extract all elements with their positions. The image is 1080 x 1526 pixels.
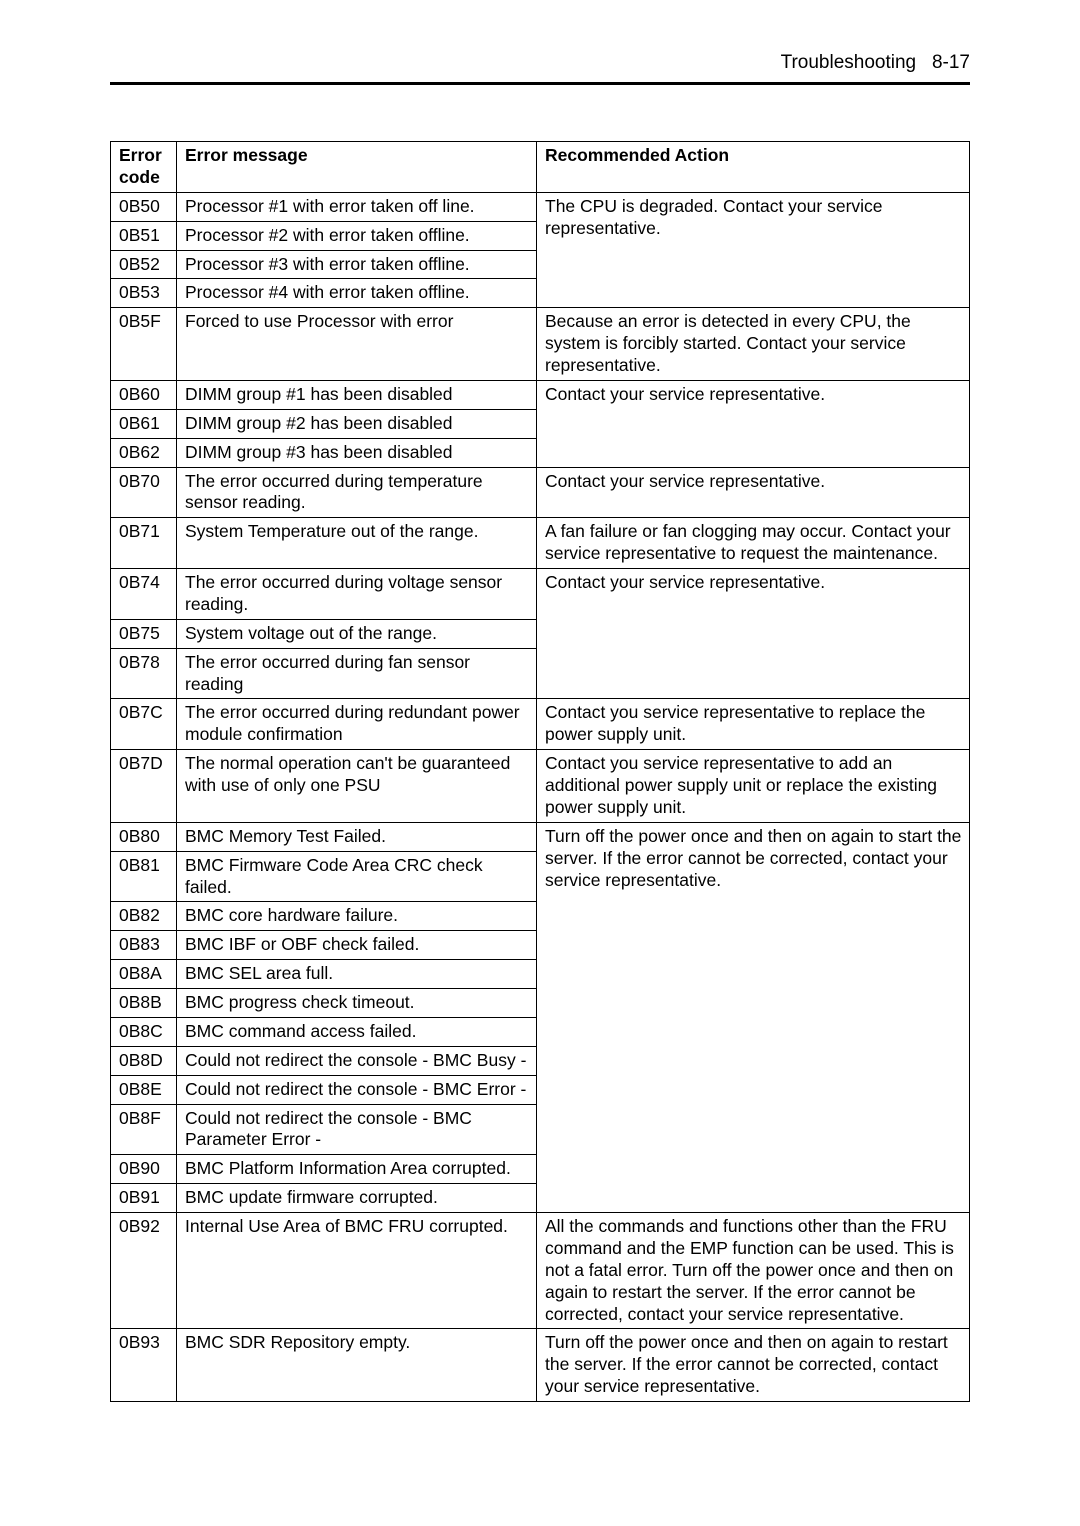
cell-code: 0B5F: [111, 308, 177, 381]
cell-msg: Could not redirect the console - BMC Err…: [177, 1075, 537, 1104]
cell-msg: DIMM group #3 has been disabled: [177, 438, 537, 467]
cell-code: 0B52: [111, 250, 177, 279]
cell-action: Turn off the power once and then on agai…: [537, 822, 970, 1212]
table-row: 0B60 DIMM group #1 has been disabled Con…: [111, 380, 970, 409]
cell-code: 0B78: [111, 648, 177, 699]
cell-msg: Processor #4 with error taken offline.: [177, 279, 537, 308]
cell-msg: BMC progress check timeout.: [177, 989, 537, 1018]
col-error-message: Error message: [177, 142, 537, 193]
cell-msg: Could not redirect the console - BMC Bus…: [177, 1046, 537, 1075]
cell-code: 0B53: [111, 279, 177, 308]
cell-action: Because an error is detected in every CP…: [537, 308, 970, 381]
col-error-code: Error code: [111, 142, 177, 193]
cell-code: 0B74: [111, 569, 177, 620]
header-page-ref: 8-17: [932, 52, 970, 73]
cell-msg: BMC command access failed.: [177, 1017, 537, 1046]
cell-code: 0B91: [111, 1184, 177, 1213]
cell-action: Contact you service representative to re…: [537, 699, 970, 750]
table-row: 0B74 The error occurred during voltage s…: [111, 569, 970, 620]
cell-action: Contact your service representative.: [537, 380, 970, 467]
cell-msg: BMC core hardware failure.: [177, 902, 537, 931]
cell-action: A fan failure or fan clogging may occur.…: [537, 518, 970, 569]
cell-msg: The error occurred during fan sensor rea…: [177, 648, 537, 699]
cell-msg: Forced to use Processor with error: [177, 308, 537, 381]
cell-code: 0B93: [111, 1329, 177, 1402]
cell-code: 0B75: [111, 619, 177, 648]
page: Troubleshooting 8-17 Error code Error me…: [0, 0, 1080, 1526]
cell-action: All the commands and functions other tha…: [537, 1213, 970, 1329]
error-code-table: Error code Error message Recommended Act…: [110, 141, 970, 1402]
cell-msg: BMC Firmware Code Area CRC check failed.: [177, 851, 537, 902]
cell-code: 0B82: [111, 902, 177, 931]
table-row: 0B7C The error occurred during redundant…: [111, 699, 970, 750]
page-header: Troubleshooting 8-17: [110, 52, 970, 85]
cell-code: 0B83: [111, 931, 177, 960]
cell-msg: System Temperature out of the range.: [177, 518, 537, 569]
cell-msg: Processor #2 with error taken offline.: [177, 221, 537, 250]
cell-code: 0B7D: [111, 750, 177, 823]
cell-msg: Internal Use Area of BMC FRU corrupted.: [177, 1213, 537, 1329]
col-recommended-action: Recommended Action: [537, 142, 970, 193]
cell-code: 0B8C: [111, 1017, 177, 1046]
cell-msg: Processor #1 with error taken off line.: [177, 192, 537, 221]
cell-msg: The normal operation can't be guaranteed…: [177, 750, 537, 823]
cell-msg: DIMM group #2 has been disabled: [177, 409, 537, 438]
table-row: 0B71 System Temperature out of the range…: [111, 518, 970, 569]
cell-msg: DIMM group #1 has been disabled: [177, 380, 537, 409]
cell-msg: The error occurred during voltage sensor…: [177, 569, 537, 620]
cell-action: Contact your service representative.: [537, 467, 970, 518]
cell-code: 0B8E: [111, 1075, 177, 1104]
cell-code: 0B8D: [111, 1046, 177, 1075]
cell-action: Contact your service representative.: [537, 569, 970, 699]
cell-code: 0B51: [111, 221, 177, 250]
cell-code: 0B70: [111, 467, 177, 518]
table-row: 0B7D The normal operation can't be guara…: [111, 750, 970, 823]
cell-msg: BMC SEL area full.: [177, 960, 537, 989]
cell-msg: The error occurred during redundant powe…: [177, 699, 537, 750]
cell-code: 0B90: [111, 1155, 177, 1184]
cell-code: 0B60: [111, 380, 177, 409]
cell-msg: The error occurred during temperature se…: [177, 467, 537, 518]
cell-action: The CPU is degraded. Contact your servic…: [537, 192, 970, 308]
cell-action: Turn off the power once and then on agai…: [537, 1329, 970, 1402]
cell-msg: Processor #3 with error taken offline.: [177, 250, 537, 279]
cell-code: 0B62: [111, 438, 177, 467]
cell-code: 0B8F: [111, 1104, 177, 1155]
cell-msg: BMC Platform Information Area corrupted.: [177, 1155, 537, 1184]
cell-code: 0B7C: [111, 699, 177, 750]
table-row: 0B92 Internal Use Area of BMC FRU corrup…: [111, 1213, 970, 1329]
cell-msg: BMC IBF or OBF check failed.: [177, 931, 537, 960]
cell-code: 0B8A: [111, 960, 177, 989]
table-header-row: Error code Error message Recommended Act…: [111, 142, 970, 193]
cell-action: Contact you service representative to ad…: [537, 750, 970, 823]
cell-msg: Could not redirect the console - BMC Par…: [177, 1104, 537, 1155]
table-row: 0B5F Forced to use Processor with error …: [111, 308, 970, 381]
cell-code: 0B50: [111, 192, 177, 221]
cell-code: 0B8B: [111, 989, 177, 1018]
table-row: 0B70 The error occurred during temperatu…: [111, 467, 970, 518]
cell-msg: BMC update firmware corrupted.: [177, 1184, 537, 1213]
cell-msg: System voltage out of the range.: [177, 619, 537, 648]
cell-msg: BMC Memory Test Failed.: [177, 822, 537, 851]
table-row: 0B50 Processor #1 with error taken off l…: [111, 192, 970, 221]
cell-msg: BMC SDR Repository empty.: [177, 1329, 537, 1402]
table-row: 0B93 BMC SDR Repository empty. Turn off …: [111, 1329, 970, 1402]
cell-code: 0B71: [111, 518, 177, 569]
table-row: 0B80 BMC Memory Test Failed. Turn off th…: [111, 822, 970, 851]
cell-code: 0B61: [111, 409, 177, 438]
cell-code: 0B81: [111, 851, 177, 902]
header-title: Troubleshooting: [781, 52, 917, 73]
cell-code: 0B92: [111, 1213, 177, 1329]
cell-code: 0B80: [111, 822, 177, 851]
